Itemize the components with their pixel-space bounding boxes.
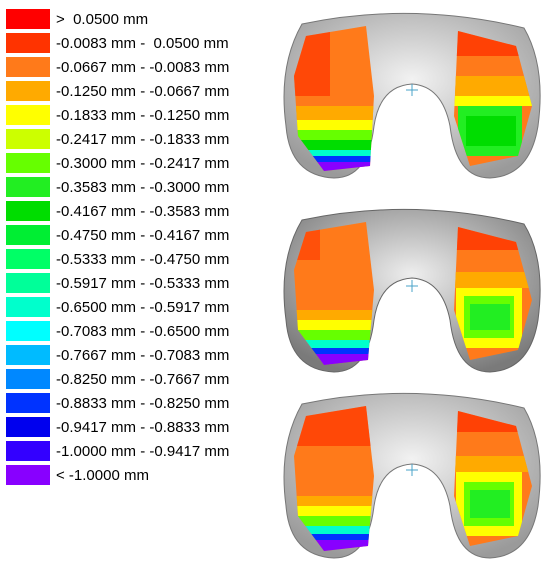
- legend-item: -0.4750 mm - -0.4167 mm: [6, 224, 274, 248]
- color-legend: > 0.0500 mm -0.0083 mm - 0.0500 mm -0.0667…: [6, 8, 274, 488]
- legend-swatch: [6, 273, 50, 293]
- legend-item: < -1.0000 mm: [6, 464, 274, 488]
- legend-item: -0.1250 mm - -0.0667 mm: [6, 80, 274, 104]
- legend-label: -0.8833 mm - -0.8250 mm: [56, 395, 230, 412]
- legend-swatch: [6, 153, 50, 173]
- legend-label: -0.1250 mm - -0.0667 mm: [56, 83, 230, 100]
- legend-label: -0.7667 mm - -0.7083 mm: [56, 347, 230, 364]
- legend-label: -0.5333 mm - -0.4750 mm: [56, 251, 230, 268]
- legend-swatch: [6, 417, 50, 437]
- legend-swatch: [6, 321, 50, 341]
- legend-item: -0.0667 mm - -0.0083 mm: [6, 56, 274, 80]
- legend-item: -0.6500 mm - -0.5917 mm: [6, 296, 274, 320]
- legend-swatch: [6, 9, 50, 29]
- legend-swatch: [6, 225, 50, 245]
- legend-label: -0.0667 mm - -0.0083 mm: [56, 59, 230, 76]
- legend-label: -0.7083 mm - -0.6500 mm: [56, 323, 230, 340]
- legend-item: -1.0000 mm - -0.9417 mm: [6, 440, 274, 464]
- legend-swatch: [6, 81, 50, 101]
- legend-label: -0.0083 mm - 0.0500 mm: [56, 35, 229, 52]
- legend-label: -0.3000 mm - -0.2417 mm: [56, 155, 230, 172]
- legend-swatch: [6, 129, 50, 149]
- legend-item: -0.1833 mm - -0.1250 mm: [6, 104, 274, 128]
- legend-item: -0.2417 mm - -0.1833 mm: [6, 128, 274, 152]
- femoral-component-bottom: [283, 392, 541, 559]
- legend-item: -0.7667 mm - -0.7083 mm: [6, 344, 274, 368]
- legend-swatch: [6, 465, 50, 485]
- legend-item: -0.4167 mm - -0.3583 mm: [6, 200, 274, 224]
- deviation-map-middle: [280, 200, 544, 378]
- legend-label: -0.6500 mm - -0.5917 mm: [56, 299, 230, 316]
- legend-swatch: [6, 105, 50, 125]
- legend-label: -0.5917 mm - -0.5333 mm: [56, 275, 230, 292]
- legend-label: -0.8250 mm - -0.7667 mm: [56, 371, 230, 388]
- legend-swatch: [6, 33, 50, 53]
- legend-item: -0.3000 mm - -0.2417 mm: [6, 152, 274, 176]
- legend-swatch: [6, 201, 50, 221]
- legend-item: -0.5917 mm - -0.5333 mm: [6, 272, 274, 296]
- legend-item: -0.9417 mm - -0.8833 mm: [6, 416, 274, 440]
- femoral-component-middle: [283, 208, 541, 373]
- legend-label: < -1.0000 mm: [56, 467, 149, 484]
- legend-label: -0.1833 mm - -0.1250 mm: [56, 107, 230, 124]
- legend-swatch: [6, 57, 50, 77]
- legend-swatch: [6, 297, 50, 317]
- legend-item: -0.3583 mm - -0.3000 mm: [6, 176, 274, 200]
- legend-label: -0.4167 mm - -0.3583 mm: [56, 203, 230, 220]
- legend-label: -1.0000 mm - -0.9417 mm: [56, 443, 230, 460]
- legend-swatch: [6, 177, 50, 197]
- legend-swatch: [6, 249, 50, 269]
- legend-swatch: [6, 345, 50, 365]
- deviation-map-bottom: [280, 386, 544, 564]
- legend-swatch: [6, 369, 50, 389]
- legend-swatch: [6, 441, 50, 461]
- legend-item: -0.7083 mm - -0.6500 mm: [6, 320, 274, 344]
- legend-item: -0.0083 mm - 0.0500 mm: [6, 32, 274, 56]
- deviation-map-top: [280, 6, 544, 184]
- femoral-component-top: [283, 12, 541, 179]
- legend-item: -0.8833 mm - -0.8250 mm: [6, 392, 274, 416]
- legend-item: -0.5333 mm - -0.4750 mm: [6, 248, 274, 272]
- legend-item: -0.8250 mm - -0.7667 mm: [6, 368, 274, 392]
- legend-swatch: [6, 393, 50, 413]
- legend-label: > 0.0500 mm: [56, 11, 149, 28]
- legend-item: > 0.0500 mm: [6, 8, 274, 32]
- legend-label: -0.9417 mm - -0.8833 mm: [56, 419, 230, 436]
- legend-label: -0.3583 mm - -0.3000 mm: [56, 179, 230, 196]
- legend-label: -0.4750 mm - -0.4167 mm: [56, 227, 230, 244]
- legend-label: -0.2417 mm - -0.1833 mm: [56, 131, 230, 148]
